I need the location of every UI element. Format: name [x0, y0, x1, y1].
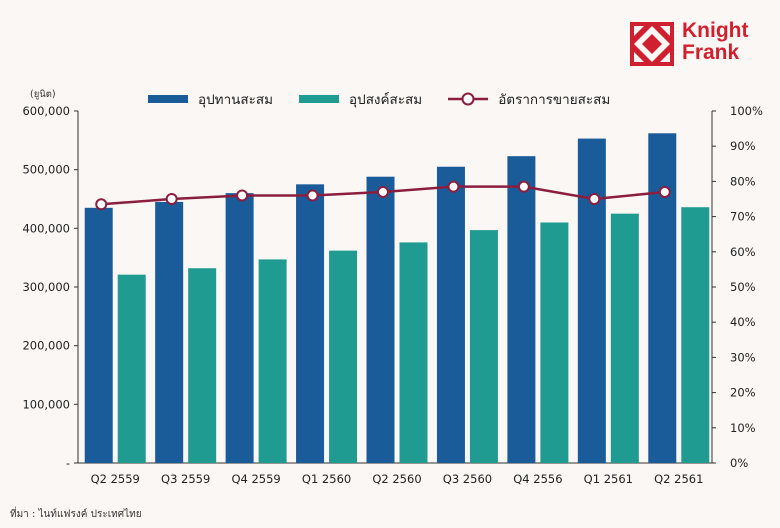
logo-mark-icon	[630, 22, 674, 66]
point-sales-rate	[377, 185, 389, 198]
legend-label-demand: อุปสงค์สะสม	[349, 92, 423, 108]
bar-demand	[117, 274, 146, 463]
legend-label-sales-rate: อัตราการขายสะสม	[498, 92, 611, 108]
x-tick-label: Q3 2559	[161, 472, 210, 486]
bar-demand	[610, 213, 639, 463]
x-tick-label: Q2 2559	[91, 472, 140, 486]
y-right-tick-label: 10%	[730, 421, 756, 435]
x-tick-label: Q4 2556	[513, 472, 562, 486]
bar-supply	[84, 207, 113, 463]
y-left-tick-label: 500,000	[22, 163, 70, 177]
bar-supply	[648, 133, 677, 463]
legend-item-supply: อุปทานสะสม	[148, 88, 273, 110]
y-right-tick-label: 30%	[730, 350, 756, 364]
legend-swatch-sales-rate	[448, 92, 489, 106]
bar-demand	[540, 222, 569, 463]
x-tick-label: Q1 2561	[584, 472, 633, 486]
y-left-tick-label: -	[66, 456, 70, 470]
legend-label-supply: อุปทานสะสม	[198, 92, 274, 108]
y-right-tick-label: 80%	[730, 174, 756, 188]
point-sales-rate	[165, 193, 178, 205]
y-left-tick-label: 200,000	[22, 339, 70, 353]
bar-supply	[296, 184, 325, 464]
point-sales-rate	[236, 189, 249, 202]
bar-supply	[155, 201, 184, 463]
point-sales-rate	[658, 185, 671, 198]
logo-word-knight: Knight	[682, 19, 749, 42]
point-sales-rate	[517, 180, 530, 193]
y-left-tick-label: 100,000	[22, 397, 70, 411]
x-tick-label: Q4 2559	[231, 472, 280, 486]
y-right-tick-label: 40%	[730, 315, 756, 329]
logo-wordmark: Knight Frank	[682, 20, 748, 64]
legend-item-demand: อุปสงค์สะสม	[299, 88, 422, 110]
legend-swatch-supply	[148, 95, 188, 103]
y-right-tick-label: 90%	[730, 139, 756, 153]
y-right-tick-label: 70%	[730, 210, 756, 224]
knight-frank-logo: Knight Frank	[630, 20, 760, 68]
bar-demand	[469, 230, 498, 463]
legend-swatch-demand	[299, 95, 340, 103]
source-note: ที่มา : ไนท์แฟรงค์ ประเทศไทย	[10, 509, 142, 520]
point-sales-rate	[306, 189, 319, 202]
chart-legend: อุปทานสะสม อุปสงค์สะสม อัตราการขายสะสม	[148, 88, 610, 110]
bar-supply	[507, 156, 536, 463]
y-right-tick-label: 60%	[730, 245, 756, 259]
x-tick-label: Q1 2560	[302, 472, 351, 486]
bar-demand	[188, 268, 217, 463]
y-left-tick-label: 400,000	[22, 221, 70, 235]
y-left-tick-label: 300,000	[22, 280, 70, 294]
bar-supply	[436, 166, 465, 463]
x-tick-label: Q2 2561	[654, 472, 703, 486]
point-sales-rate	[588, 193, 601, 205]
logo-word-frank: Frank	[682, 41, 740, 64]
y-left-unit-label: (ยูนิต)	[30, 89, 56, 100]
y-right-tick-label: 100%	[730, 104, 763, 118]
bar-demand	[399, 242, 428, 463]
bar-supply	[225, 193, 254, 463]
bar-supply	[577, 138, 606, 463]
x-tick-label: Q2 2560	[372, 472, 421, 486]
y-right-tick-label: 0%	[730, 456, 748, 470]
bar-demand	[681, 207, 710, 463]
point-sales-rate	[95, 198, 108, 211]
y-right-tick-label: 50%	[730, 280, 756, 294]
y-right-tick-label: 20%	[730, 386, 756, 400]
bar-demand	[329, 250, 358, 463]
bar-demand	[258, 259, 287, 463]
y-left-tick-label: 600,000	[22, 104, 70, 118]
x-tick-label: Q3 2560	[443, 472, 492, 486]
point-sales-rate	[447, 180, 460, 193]
legend-item-sales-rate: อัตราการขายสะสม	[448, 88, 610, 110]
bar-supply	[366, 176, 395, 463]
